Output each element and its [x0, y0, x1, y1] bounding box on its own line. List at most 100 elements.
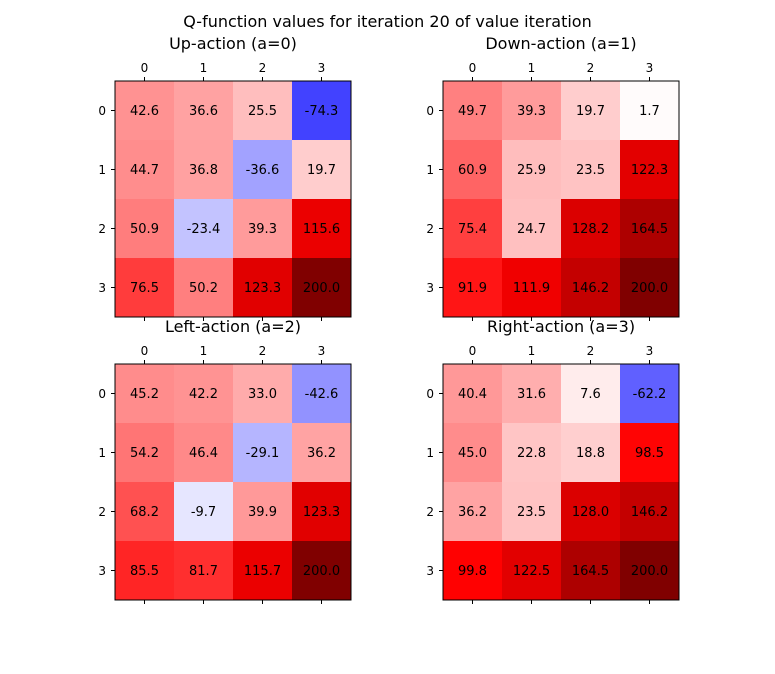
heatmap-cell — [115, 364, 175, 424]
heatmap-cell — [502, 364, 562, 424]
heatmap-cell — [115, 140, 175, 200]
heatmap-cell — [620, 258, 680, 318]
heatmap-cell — [292, 423, 352, 483]
heatmap-cell — [561, 140, 621, 200]
cell-value-label: 164.5 — [572, 564, 609, 579]
heatmap-cell — [174, 199, 234, 259]
heatmap-cell — [233, 140, 293, 200]
cell-value-label: 23.5 — [517, 505, 546, 520]
y-tick-label: 3 — [426, 564, 434, 578]
cell-value-label: -36.6 — [246, 163, 280, 178]
cell-value-label: 49.7 — [458, 104, 487, 119]
x-tick-label: 2 — [259, 61, 267, 75]
heatmap-cell — [502, 541, 562, 601]
heatmap-cell — [561, 364, 621, 424]
heatmap-cell — [174, 258, 234, 318]
cell-value-label: 39.3 — [517, 104, 546, 119]
cell-value-label: 122.3 — [631, 163, 668, 178]
cell-value-label: 60.9 — [458, 163, 487, 178]
heatmap-cell — [292, 364, 352, 424]
y-tick-label: 1 — [98, 446, 106, 460]
y-tick-label: 3 — [98, 564, 106, 578]
axes-frame — [442, 80, 680, 318]
heatmap-cell — [115, 258, 175, 318]
cell-value-label: -29.1 — [246, 446, 280, 461]
cell-value-label: 45.0 — [458, 446, 487, 461]
heatmap-cell — [561, 423, 621, 483]
heatmap-cell — [174, 482, 234, 542]
cell-value-label: 164.5 — [631, 222, 668, 237]
cell-value-label: 36.2 — [458, 505, 487, 520]
heatmap-cell — [620, 482, 680, 542]
cell-value-label: -9.7 — [191, 505, 216, 520]
cell-value-label: 99.8 — [458, 564, 487, 579]
cell-value-label: 128.0 — [572, 505, 609, 520]
cell-value-label: 200.0 — [631, 281, 668, 296]
cell-value-label: 146.2 — [572, 281, 609, 296]
cell-value-label: 123.3 — [244, 281, 281, 296]
heatmap-cell — [233, 199, 293, 259]
heatmap-panel: Left-action (a=2) 45.2 42.2 33.0 -42.6 54.2 46… — [98, 317, 352, 604]
cell-value-label: 81.7 — [189, 564, 218, 579]
cell-value-label: 122.5 — [513, 564, 550, 579]
x-tick-label: 3 — [646, 61, 654, 75]
heatmap-cell — [174, 423, 234, 483]
heatmap-cell — [620, 81, 680, 141]
heatmap-cell — [292, 81, 352, 141]
cell-value-label: 200.0 — [303, 281, 340, 296]
cell-value-label: 128.2 — [572, 222, 609, 237]
heatmap-cell — [620, 541, 680, 601]
x-tick-label: 1 — [528, 61, 536, 75]
heatmap-cell — [443, 364, 503, 424]
heatmap-cell — [561, 199, 621, 259]
cell-value-label: 200.0 — [303, 564, 340, 579]
cell-value-label: 54.2 — [130, 446, 159, 461]
cell-value-label: 200.0 — [631, 564, 668, 579]
y-tick-label: 3 — [98, 281, 106, 295]
cell-value-label: 91.9 — [458, 281, 487, 296]
heatmap-cell — [174, 140, 234, 200]
heatmap-cell — [502, 423, 562, 483]
heatmap-cell — [561, 258, 621, 318]
x-tick-label: 1 — [200, 344, 208, 358]
heatmap-cell — [115, 541, 175, 601]
heatmap-cell — [292, 541, 352, 601]
heatmap-cell — [620, 364, 680, 424]
cell-value-label: 40.4 — [458, 387, 487, 402]
heatmap-cell — [443, 81, 503, 141]
cell-value-label: 25.9 — [517, 163, 546, 178]
heatmap-cell — [620, 140, 680, 200]
heatmap-cell — [502, 199, 562, 259]
x-tick-label: 0 — [141, 61, 149, 75]
y-tick-label: 2 — [426, 222, 434, 236]
x-tick-label: 3 — [646, 344, 654, 358]
heatmap-cell — [502, 258, 562, 318]
cell-value-label: -62.2 — [633, 387, 667, 402]
cell-value-label: 123.3 — [303, 505, 340, 520]
heatmap-cell — [502, 140, 562, 200]
cell-value-label: 25.5 — [248, 104, 277, 119]
heatmap-cell — [233, 364, 293, 424]
x-tick-label: 3 — [318, 61, 326, 75]
cell-value-label: 50.2 — [189, 281, 218, 296]
heatmap-cell — [174, 81, 234, 141]
cell-value-label: 115.6 — [303, 222, 340, 237]
heatmap-panel: Right-action (a=3)40.4 31.6 7.6 -62.245.0 22… — [426, 317, 680, 604]
x-tick-label: 0 — [469, 61, 477, 75]
cell-value-label: 24.7 — [517, 222, 546, 237]
x-tick-label: 3 — [318, 344, 326, 358]
heatmap-cell — [292, 140, 352, 200]
cell-value-label: 115.7 — [244, 564, 281, 579]
axes-frame — [114, 80, 352, 318]
figure-suptitle: Q-function values for iteration 20 of va… — [183, 12, 591, 31]
heatmap-cell — [443, 482, 503, 542]
heatmap-cell — [233, 423, 293, 483]
heatmap-cell — [233, 258, 293, 318]
heatmap-panel: Down-action (a=1) 49.7 39.3 19.7 1.7 60.9 25.9… — [426, 34, 680, 321]
cell-value-label: 36.6 — [189, 104, 218, 119]
cell-value-label: 23.5 — [576, 163, 605, 178]
heatmap-cell — [174, 364, 234, 424]
cell-value-label: 85.5 — [130, 564, 159, 579]
heatmap-cell — [115, 423, 175, 483]
